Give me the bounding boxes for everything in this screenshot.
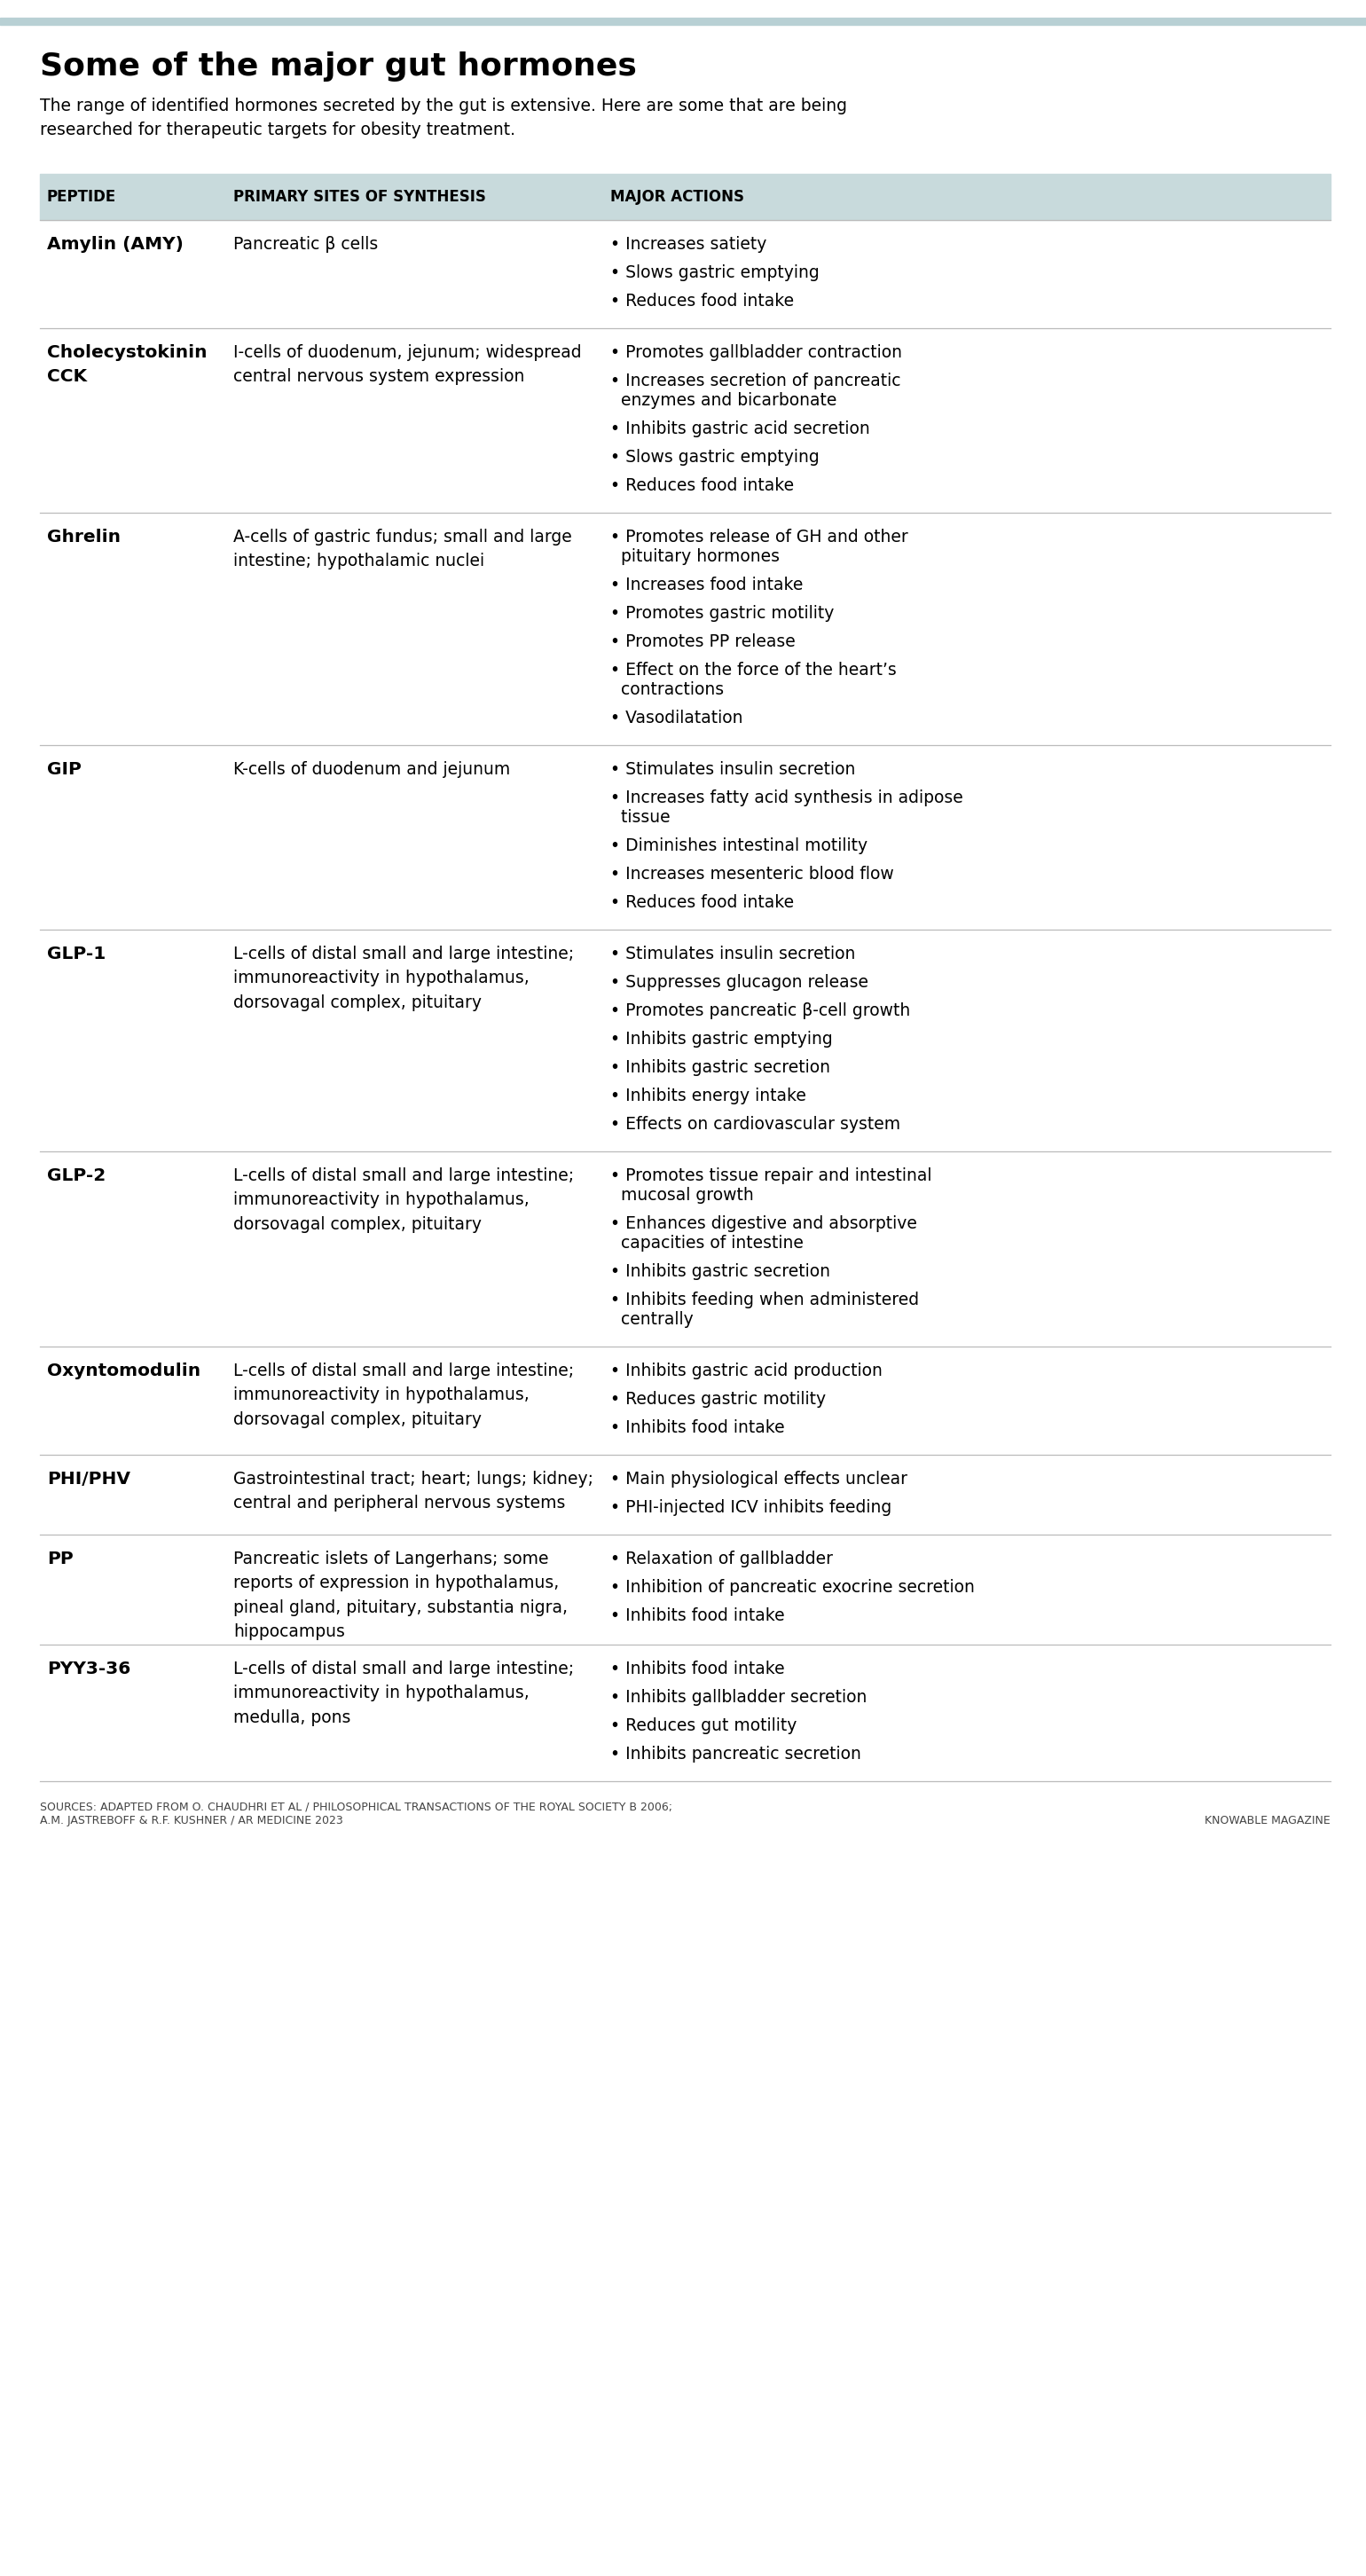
Text: tissue: tissue [611,809,671,827]
Text: • Vasodilatation: • Vasodilatation [611,708,743,726]
Text: • Main physiological effects unclear: • Main physiological effects unclear [611,1471,907,1486]
Text: Pancreatic islets of Langerhans; some
reports of expression in hypothalamus,
pin: Pancreatic islets of Langerhans; some re… [234,1551,568,1641]
Text: Pancreatic β cells: Pancreatic β cells [234,237,378,252]
Text: L-cells of distal small and large intestine;
immunoreactivity in hypothalamus,
m: L-cells of distal small and large intest… [234,1662,574,1726]
Text: • Inhibits gastric secretion: • Inhibits gastric secretion [611,1059,831,1077]
Text: KNOWABLE MAGAZINE: KNOWABLE MAGAZINE [1205,1816,1330,1826]
Text: • Stimulates insulin secretion: • Stimulates insulin secretion [611,945,855,963]
Text: • Inhibits food intake: • Inhibits food intake [611,1607,784,1625]
Text: L-cells of distal small and large intestine;
immunoreactivity in hypothalamus,
d: L-cells of distal small and large intest… [234,1363,574,1427]
Text: PHI/PHV: PHI/PHV [46,1471,130,1486]
Text: • Promotes gastric motility: • Promotes gastric motility [611,605,835,621]
Text: • Reduces food intake: • Reduces food intake [611,894,794,912]
Text: centrally: centrally [611,1311,694,1327]
Text: • Inhibits gallbladder secretion: • Inhibits gallbladder secretion [611,1690,867,1705]
Text: capacities of intestine: capacities of intestine [611,1234,803,1252]
Text: • Increases fatty acid synthesis in adipose: • Increases fatty acid synthesis in adip… [611,788,963,806]
Text: • Increases secretion of pancreatic: • Increases secretion of pancreatic [611,374,900,389]
Text: The range of identified hormones secreted by the gut is extensive. Here are some: The range of identified hormones secrete… [40,98,847,139]
Text: • Increases satiety: • Increases satiety [611,237,766,252]
Text: pituitary hormones: pituitary hormones [611,549,780,564]
Text: • Enhances digestive and absorptive: • Enhances digestive and absorptive [611,1216,917,1231]
Text: • Inhibits feeding when administered: • Inhibits feeding when administered [611,1291,919,1309]
Text: • Slows gastric emptying: • Slows gastric emptying [611,265,820,281]
Text: L-cells of distal small and large intestine;
immunoreactivity in hypothalamus,
d: L-cells of distal small and large intest… [234,1167,574,1231]
Text: Some of the major gut hormones: Some of the major gut hormones [40,52,637,82]
Text: • Effects on cardiovascular system: • Effects on cardiovascular system [611,1115,900,1133]
Text: A-cells of gastric fundus; small and large
intestine; hypothalamic nuclei: A-cells of gastric fundus; small and lar… [234,528,572,569]
Text: Ghrelin: Ghrelin [46,528,120,546]
Text: • Diminishes intestinal motility: • Diminishes intestinal motility [611,837,867,855]
Text: • Reduces gut motility: • Reduces gut motility [611,1718,796,1734]
Text: Oxyntomodulin: Oxyntomodulin [46,1363,201,1378]
Text: • Inhibits pancreatic secretion: • Inhibits pancreatic secretion [611,1747,861,1762]
Text: Cholecystokinin
CCK: Cholecystokinin CCK [46,345,208,386]
Text: MAJOR ACTIONS: MAJOR ACTIONS [611,188,744,206]
Text: • Inhibits energy intake: • Inhibits energy intake [611,1087,806,1105]
Text: • Inhibits gastric emptying: • Inhibits gastric emptying [611,1030,833,1048]
Text: K-cells of duodenum and jejunum: K-cells of duodenum and jejunum [234,760,511,778]
Text: • Inhibits gastric acid production: • Inhibits gastric acid production [611,1363,882,1378]
Bar [40,173,1330,219]
Text: L-cells of distal small and large intestine;
immunoreactivity in hypothalamus,
d: L-cells of distal small and large intest… [234,945,574,1010]
Text: Amylin (AMY): Amylin (AMY) [46,237,183,252]
Text: GLP-1: GLP-1 [46,945,105,963]
Text: GIP: GIP [46,760,82,778]
Text: • Promotes PP release: • Promotes PP release [611,634,795,649]
Text: PRIMARY SITES OF SYNTHESIS: PRIMARY SITES OF SYNTHESIS [234,188,486,206]
Text: SOURCES: ADAPTED FROM O. CHAUDHRI ET AL / PHILOSOPHICAL TRANSACTIONS OF THE ROYA: SOURCES: ADAPTED FROM O. CHAUDHRI ET AL … [40,1801,672,1814]
Text: I-cells of duodenum, jejunum; widespread
central nervous system expression: I-cells of duodenum, jejunum; widespread… [234,345,582,386]
Text: • Increases food intake: • Increases food intake [611,577,803,592]
Text: PP: PP [46,1551,74,1566]
Text: mucosal growth: mucosal growth [611,1188,754,1203]
Text: • Stimulates insulin secretion: • Stimulates insulin secretion [611,760,855,778]
Text: PEPTIDE: PEPTIDE [46,188,116,206]
Bar [0,18,1366,26]
Text: • Inhibition of pancreatic exocrine secretion: • Inhibition of pancreatic exocrine secr… [611,1579,975,1595]
Text: • Reduces food intake: • Reduces food intake [611,294,794,309]
Text: A.M. JASTREBOFF & R.F. KUSHNER / AR MEDICINE 2023: A.M. JASTREBOFF & R.F. KUSHNER / AR MEDI… [40,1816,343,1826]
Text: • Promotes tissue repair and intestinal: • Promotes tissue repair and intestinal [611,1167,932,1185]
Text: • Slows gastric emptying: • Slows gastric emptying [611,448,820,466]
Text: PYY3-36: PYY3-36 [46,1662,131,1677]
Text: • Increases mesenteric blood flow: • Increases mesenteric blood flow [611,866,893,884]
Text: • Promotes pancreatic β-cell growth: • Promotes pancreatic β-cell growth [611,1002,910,1020]
Text: • Suppresses glucagon release: • Suppresses glucagon release [611,974,869,992]
Text: • PHI-injected ICV inhibits feeding: • PHI-injected ICV inhibits feeding [611,1499,892,1515]
Text: • Reduces gastric motility: • Reduces gastric motility [611,1391,826,1406]
Text: • Relaxation of gallbladder: • Relaxation of gallbladder [611,1551,833,1566]
Text: • Promotes gallbladder contraction: • Promotes gallbladder contraction [611,345,902,361]
Text: • Reduces food intake: • Reduces food intake [611,477,794,495]
Text: • Inhibits gastric acid secretion: • Inhibits gastric acid secretion [611,420,870,438]
Text: • Inhibits food intake: • Inhibits food intake [611,1662,784,1677]
Text: enzymes and bicarbonate: enzymes and bicarbonate [611,392,837,410]
Text: • Promotes release of GH and other: • Promotes release of GH and other [611,528,908,546]
Text: • Inhibits food intake: • Inhibits food intake [611,1419,784,1437]
Text: GLP-2: GLP-2 [46,1167,105,1185]
Text: • Inhibits gastric secretion: • Inhibits gastric secretion [611,1262,831,1280]
Text: • Effect on the force of the heart’s: • Effect on the force of the heart’s [611,662,896,677]
Text: Gastrointestinal tract; heart; lungs; kidney;
central and peripheral nervous sys: Gastrointestinal tract; heart; lungs; ki… [234,1471,593,1512]
Text: contractions: contractions [611,680,724,698]
